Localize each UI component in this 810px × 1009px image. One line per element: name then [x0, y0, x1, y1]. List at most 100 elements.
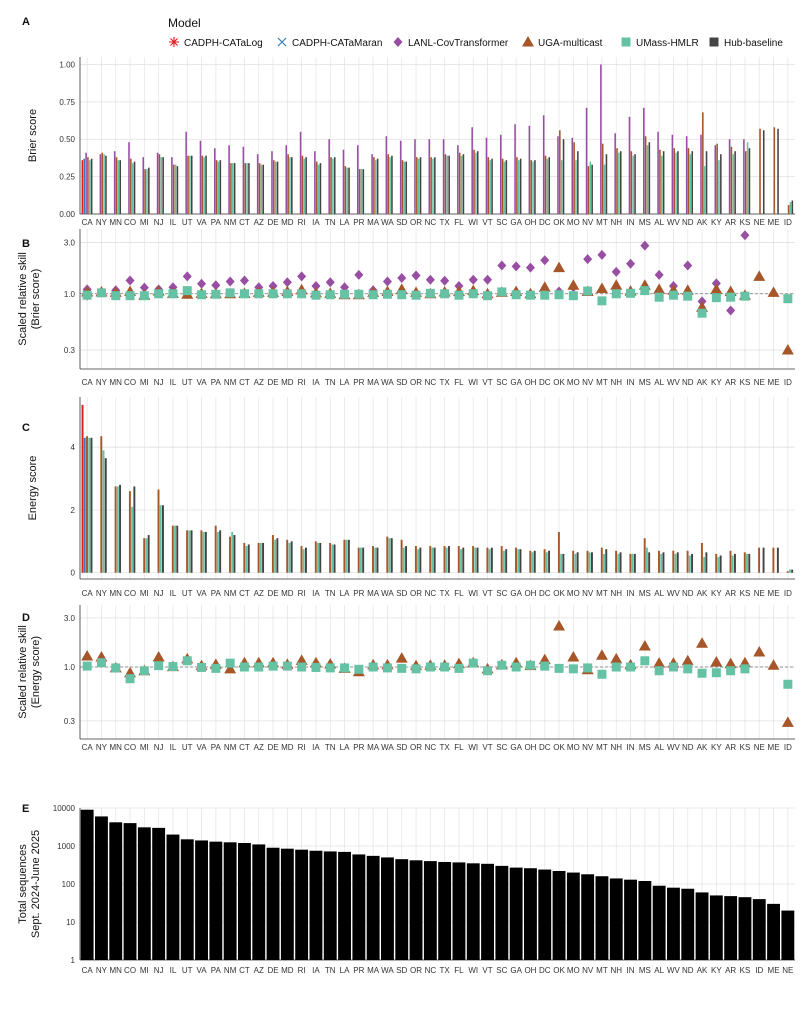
bar-LANL-CovTransformer: [385, 136, 388, 214]
x-tick-label: ME: [768, 743, 780, 752]
point-LANL-CovTransformer: [282, 277, 292, 288]
bar-Hub-baseline: [662, 151, 665, 214]
point-UGA-multicast: [710, 655, 723, 667]
x-tick-label: SD: [396, 589, 407, 598]
bar-LANL-CovTransformer: [542, 115, 545, 214]
point-UGA-multicast: [395, 652, 408, 663]
x-tick-label: ND: [682, 743, 694, 752]
x-tick-label: MD: [281, 218, 294, 227]
x-tick-label: NH: [610, 743, 622, 752]
x-tick-label: OH: [524, 589, 536, 598]
y-tick-label: 3.0: [64, 238, 76, 247]
point-LANL-CovTransformer: [640, 240, 650, 251]
bar-UMass-HMLR: [588, 552, 591, 573]
bar-UMass-HMLR: [146, 169, 148, 214]
bar-LANL-CovTransformer: [671, 134, 674, 214]
bar-Hub-baseline: [447, 546, 450, 573]
bar: [152, 827, 166, 960]
bar-LANL-CovTransformer: [471, 127, 473, 214]
x-tick-label: OH: [524, 743, 536, 752]
bar-UGA-multicast: [443, 546, 446, 573]
x-tick-label: MA: [367, 589, 380, 598]
bar-UGA-multicast: [157, 489, 160, 573]
bar-UGA-multicast: [314, 541, 317, 573]
point-UMass-HMLR: [440, 289, 450, 299]
x-tick-label: IL: [170, 378, 177, 387]
x-tick-label: KY: [711, 378, 722, 387]
bar-Hub-baseline: [305, 157, 307, 214]
x-tick-label: ME: [768, 218, 780, 227]
x-tick-label: WA: [381, 378, 394, 387]
x-tick-label: GA: [510, 378, 522, 387]
bar-Hub-baseline: [233, 163, 236, 214]
bar-Hub-baseline: [162, 157, 164, 214]
bar: [295, 849, 309, 960]
x-tick-label: RI: [298, 743, 306, 752]
bar-UGA-multicast: [486, 547, 489, 573]
point-UMass-HMLR: [711, 668, 721, 678]
point-UGA-multicast: [653, 283, 666, 294]
x-tick-label: WA: [381, 218, 394, 227]
x-tick-label: NJ: [154, 743, 164, 752]
point-LANL-CovTransformer: [211, 280, 221, 291]
x-tick-label: WI: [468, 589, 478, 598]
point-UMass-HMLR: [540, 661, 550, 671]
bar-UGA-multicast: [230, 163, 232, 214]
point-UGA-multicast: [781, 344, 794, 355]
point-UMass-HMLR: [111, 291, 121, 301]
bar: [395, 859, 409, 960]
x-tick-label: NH: [610, 218, 622, 227]
bar-UMass-HMLR: [332, 158, 334, 214]
bar-UGA-multicast: [286, 539, 289, 573]
bar-UGA-multicast: [743, 552, 746, 573]
x-tick-label: CT: [239, 378, 250, 387]
bar-LANL-CovTransformer: [342, 149, 345, 214]
point-UGA-multicast: [595, 282, 608, 293]
bar-UMass-HMLR: [317, 542, 319, 573]
bar-UMass-HMLR: [89, 160, 91, 214]
bar-UGA-multicast: [271, 535, 274, 573]
point-UMass-HMLR: [82, 290, 92, 300]
bar-LANL-CovTransformer: [700, 134, 702, 214]
bar-UMass-HMLR: [517, 549, 520, 573]
point-UMass-HMLR: [454, 290, 464, 300]
point-LANL-CovTransformer: [182, 271, 192, 282]
bar-Hub-baseline: [519, 158, 522, 214]
bar-Hub-baseline: [462, 547, 465, 573]
bar: [123, 823, 137, 960]
bar-Hub-baseline: [590, 552, 593, 573]
bar-UGA-multicast: [158, 154, 161, 214]
point-UGA-multicast: [753, 270, 766, 281]
x-tick-label: IL: [170, 589, 177, 598]
point-UMass-HMLR: [525, 660, 535, 670]
point-UMass-HMLR: [597, 669, 607, 679]
x-tick-label: MO: [567, 743, 580, 752]
bar-Hub-baseline: [776, 547, 779, 573]
bar-UGA-multicast: [616, 148, 618, 214]
bar-UGA-multicast: [301, 155, 304, 214]
bar-UGA-multicast: [115, 157, 118, 214]
bar-Hub-baseline: [176, 166, 179, 214]
x-tick-label: DE: [267, 743, 278, 752]
legend-triangle-icon: [522, 36, 534, 47]
x-tick-label: AR: [725, 589, 736, 598]
point-UGA-multicast: [595, 649, 608, 660]
x-tick-label: CT: [239, 589, 250, 598]
bar-UGA-multicast: [100, 436, 103, 573]
x-tick-label: ME: [768, 378, 780, 387]
point-LANL-CovTransformer: [425, 274, 435, 285]
bar-UGA-multicast: [358, 169, 361, 214]
bar-UGA-multicast: [644, 136, 647, 214]
x-tick-label: TX: [440, 218, 451, 227]
bar-UMass-HMLR: [717, 557, 720, 573]
point-UGA-multicast: [538, 281, 551, 292]
bar-Hub-baseline: [734, 151, 736, 214]
bar-Hub-baseline: [219, 160, 222, 214]
bar-LANL-CovTransformer: [499, 134, 502, 214]
bar-Hub-baseline: [720, 154, 722, 214]
bar-Hub-baseline: [434, 157, 436, 214]
x-tick-label: NV: [582, 743, 594, 752]
bar-UGA-multicast: [686, 550, 689, 573]
